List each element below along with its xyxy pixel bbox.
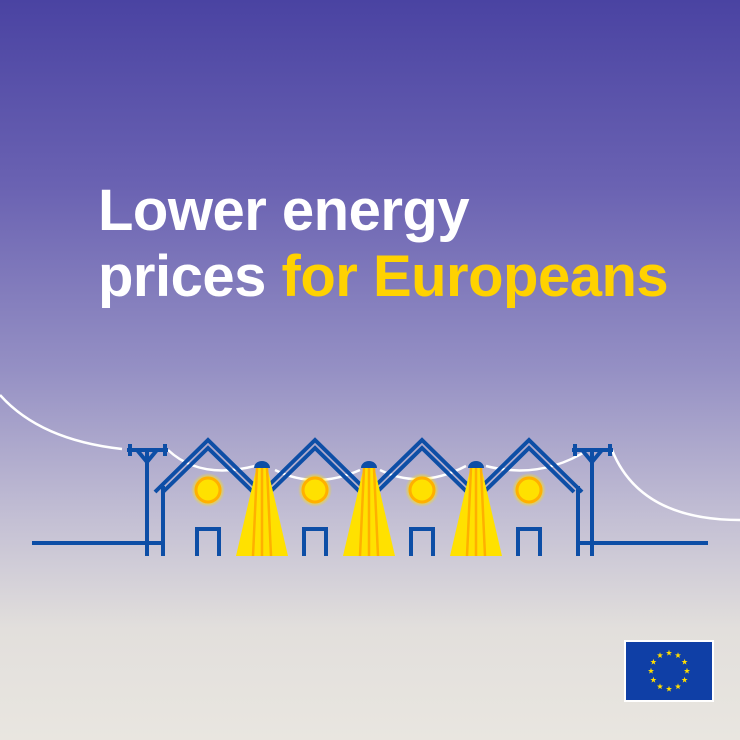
utility-pole-right: [572, 444, 613, 556]
lamp-post: [358, 467, 380, 557]
house: [367, 437, 477, 556]
house-door: [409, 527, 435, 556]
eu-star-icon: [650, 676, 657, 683]
house-door: [516, 527, 542, 556]
house-roof-inner: [482, 445, 576, 494]
house-roof-outer: [474, 437, 584, 494]
headline-line2-highlight: for Europeans: [281, 244, 669, 309]
eu-star-icon: [665, 685, 673, 692]
house-door: [302, 527, 328, 556]
eu-star-icon: [674, 683, 682, 690]
eu-star-icon: [650, 658, 657, 665]
eu-star-icon: [656, 683, 664, 690]
eu-star-icon: [681, 676, 688, 683]
line-drawing: [32, 444, 708, 556]
eu-star-icon: [674, 652, 682, 658]
eu-flag-logo: [624, 640, 714, 702]
round-window-light: [515, 476, 543, 504]
house-roof-inner: [161, 445, 255, 494]
headline: Lower energy prices for Europeans: [98, 178, 669, 310]
lamp-head: [254, 461, 270, 468]
round-window-light: [301, 476, 329, 504]
house-roof-inner: [268, 445, 362, 494]
headline-line1: Lower energy: [98, 178, 470, 243]
street-lamp: [236, 461, 288, 557]
house-roof-inner: [375, 445, 469, 494]
utility-pole-left: [127, 444, 168, 556]
house: [153, 437, 263, 556]
lamp-head: [468, 461, 484, 468]
round-window-light: [194, 476, 222, 504]
eu-stars-icon: [647, 649, 691, 692]
house-roof-outer: [260, 437, 370, 494]
round-window-light: [408, 476, 436, 504]
eu-star-icon: [647, 667, 655, 674]
lamp-post: [465, 467, 487, 557]
street-lamp: [450, 461, 502, 557]
eu-star-icon: [683, 667, 691, 674]
lamp-head: [361, 461, 377, 468]
headline-line2-white: prices: [98, 244, 266, 309]
street-lamp: [343, 461, 395, 557]
house-roof-outer: [367, 437, 477, 494]
eu-star-icon: [656, 652, 664, 658]
lamp-post: [251, 467, 273, 557]
eu-star-icon: [665, 649, 673, 656]
house-roof-outer: [153, 437, 263, 494]
eu-star-icon: [681, 658, 688, 665]
house-door: [195, 527, 221, 556]
house: [474, 437, 584, 556]
house: [260, 437, 370, 556]
